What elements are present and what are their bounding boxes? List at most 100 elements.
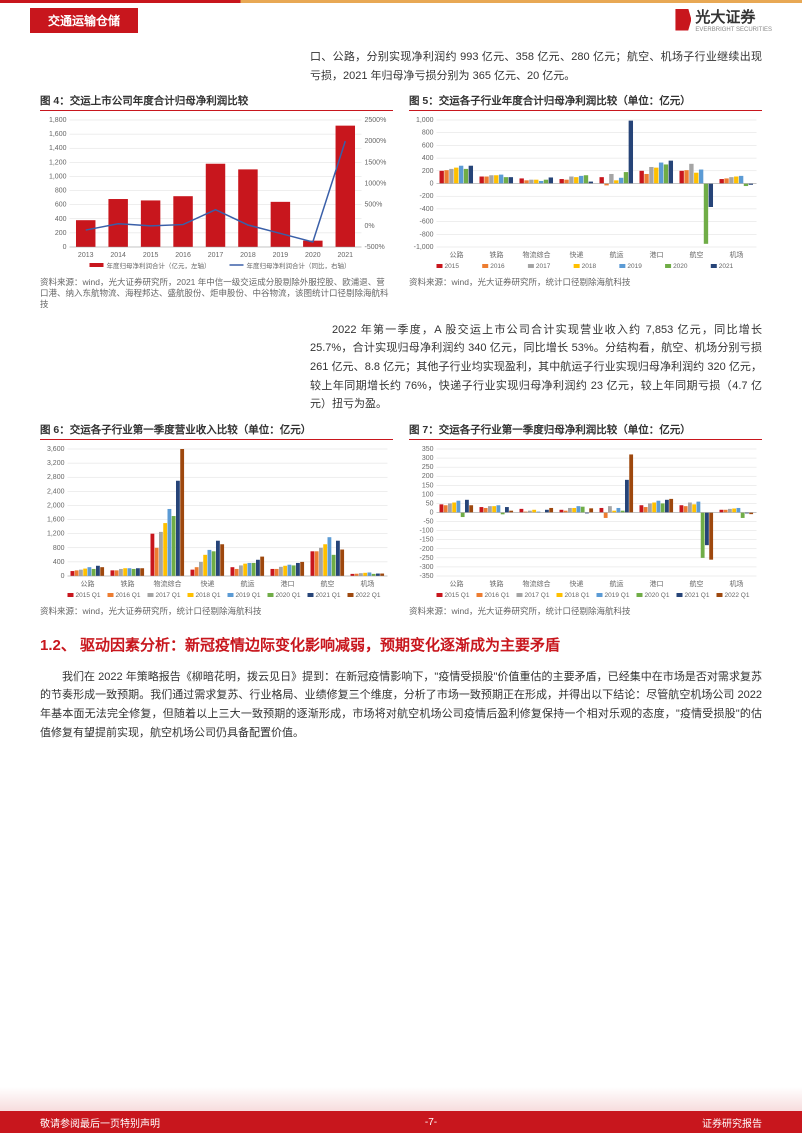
svg-text:2014: 2014 [110,252,126,259]
svg-text:3,600: 3,600 [47,446,65,453]
svg-text:港口: 港口 [281,579,295,588]
svg-text:2017: 2017 [208,252,224,259]
svg-text:公路: 公路 [450,579,464,588]
svg-text:600: 600 [55,202,67,209]
svg-text:航空: 航空 [690,250,704,259]
svg-text:2022 Q1: 2022 Q1 [725,592,750,599]
body-text-2: 我们在 2022 年策略报告《柳暗花明，拨云见日》提到：在新冠疫情影响下，"疫情… [40,668,762,743]
svg-text:-800: -800 [419,232,433,239]
svg-text:-1,000: -1,000 [414,244,434,251]
svg-text:机场: 机场 [361,579,375,588]
svg-text:0: 0 [63,244,67,251]
fig7-chart: -350-300-250-200-150-100-500501001502002… [409,444,762,604]
svg-text:1000%: 1000% [365,181,387,188]
fig5-chart: -1,000-800-600-400-20002004006008001,000… [409,115,762,275]
svg-text:2019: 2019 [627,263,642,270]
svg-text:250: 250 [422,464,434,471]
fig4-source: 资料来源：wind，光大证券研究所，2021 年中信一级交运成分股剔除外服控股、… [40,277,393,310]
svg-text:-350: -350 [419,573,433,580]
footer-left: 敬请参阅最后一页特别声明 [40,1115,160,1130]
section-title-text: 驱动因素分析：新冠疫情边际变化影响减弱，预期变化逐渐成为主要矛盾 [80,637,560,654]
svg-text:航运: 航运 [610,250,624,259]
svg-text:2015: 2015 [143,252,159,259]
footer-right: 证券研究报告 [702,1115,762,1130]
svg-text:-150: -150 [419,537,433,544]
svg-text:2018 Q1: 2018 Q1 [196,592,221,599]
svg-text:2019: 2019 [273,252,289,259]
svg-text:1,800: 1,800 [49,117,67,124]
svg-text:0: 0 [61,573,65,580]
svg-text:2020: 2020 [305,252,321,259]
svg-text:2016 Q1: 2016 Q1 [116,592,141,599]
fig5-source: 资料来源：wind，光大证券研究所，统计口径剔除海航科技 [409,277,762,288]
category-tag: 交通运输仓储 [30,8,138,33]
page-footer: 敬请参阅最后一页特别声明 -7- 证券研究报告 [0,1087,802,1133]
fig4-chart: 02004006008001,0001,2001,4001,6001,800-5… [40,115,393,275]
svg-text:2,800: 2,800 [47,474,65,481]
svg-text:铁路: 铁路 [121,579,135,588]
svg-text:600: 600 [422,143,434,150]
brand-name: 光大证券 [695,6,772,27]
svg-text:2016: 2016 [490,263,505,270]
svg-text:1,600: 1,600 [47,517,65,524]
svg-text:-250: -250 [419,555,433,562]
svg-text:400: 400 [55,216,67,223]
svg-text:300: 300 [422,455,434,462]
brand-logo: 光大证券 EVERBRIGHT SECURITIES [675,6,772,33]
svg-text:2,400: 2,400 [47,488,65,495]
svg-text:港口: 港口 [650,579,664,588]
svg-text:2018: 2018 [582,263,597,270]
svg-text:1,000: 1,000 [416,117,434,124]
svg-text:物流综合: 物流综合 [154,579,182,588]
svg-text:-200: -200 [419,194,433,201]
svg-text:航运: 航运 [610,579,624,588]
svg-text:2020 Q1: 2020 Q1 [276,592,301,599]
svg-text:500%: 500% [365,202,383,209]
svg-text:公路: 公路 [81,579,95,588]
svg-text:1,200: 1,200 [47,531,65,538]
svg-text:2,000: 2,000 [47,502,65,509]
svg-text:航空: 航空 [321,579,335,588]
svg-text:航空: 航空 [690,579,704,588]
svg-text:0: 0 [430,509,434,516]
svg-text:物流综合: 物流综合 [523,579,551,588]
svg-text:350: 350 [422,446,434,453]
brand-sub: EVERBRIGHT SECURITIES [695,27,772,33]
svg-text:快递: 快递 [570,250,584,259]
logo-icon [675,9,691,31]
svg-text:3,200: 3,200 [47,460,65,467]
svg-text:2015 Q1: 2015 Q1 [76,592,101,599]
svg-text:2021: 2021 [337,252,353,259]
fig7-title: 图 7：交运各子行业第一季度归母净利润比较（单位：亿元） [409,422,762,440]
svg-text:200: 200 [422,168,434,175]
svg-text:1,000: 1,000 [49,174,67,181]
svg-text:-50: -50 [423,519,433,526]
svg-text:机场: 机场 [730,579,744,588]
svg-text:0%: 0% [365,223,375,230]
svg-text:2019 Q1: 2019 Q1 [605,592,630,599]
fig6-title: 图 6：交运各子行业第一季度营业收入比较（单位：亿元） [40,422,393,440]
svg-text:2021 Q1: 2021 Q1 [316,592,341,599]
svg-text:1,200: 1,200 [49,160,67,167]
svg-text:50: 50 [426,500,434,507]
svg-text:800: 800 [422,130,434,137]
svg-text:1,600: 1,600 [49,131,67,138]
svg-text:2017 Q1: 2017 Q1 [156,592,181,599]
svg-text:机场: 机场 [730,250,744,259]
svg-text:800: 800 [55,188,67,195]
svg-text:2017 Q1: 2017 Q1 [525,592,550,599]
svg-text:400: 400 [422,155,434,162]
svg-text:-100: -100 [419,528,433,535]
svg-text:150: 150 [422,482,434,489]
intro-text-2: 2022 年第一季度，A 股交运上市公司合计实现营业收入约 7,853 亿元，同… [310,321,762,414]
svg-text:公路: 公路 [450,250,464,259]
section-num: 1.2、 [40,637,76,654]
svg-text:2020 Q1: 2020 Q1 [645,592,670,599]
svg-text:2021 Q1: 2021 Q1 [685,592,710,599]
svg-text:航运: 航运 [241,579,255,588]
intro-text-1: 口、公路，分别实现净利润约 993 亿元、358 亿元、280 亿元；航空、机场… [310,48,762,85]
section-heading: 1.2、 驱动因素分析：新冠疫情边际变化影响减弱，预期变化逐渐成为主要矛盾 [40,635,762,658]
fig6-source: 资料来源：wind，光大证券研究所，统计口径剔除海航科技 [40,606,393,617]
svg-text:2016 Q1: 2016 Q1 [485,592,510,599]
svg-text:-600: -600 [419,219,433,226]
